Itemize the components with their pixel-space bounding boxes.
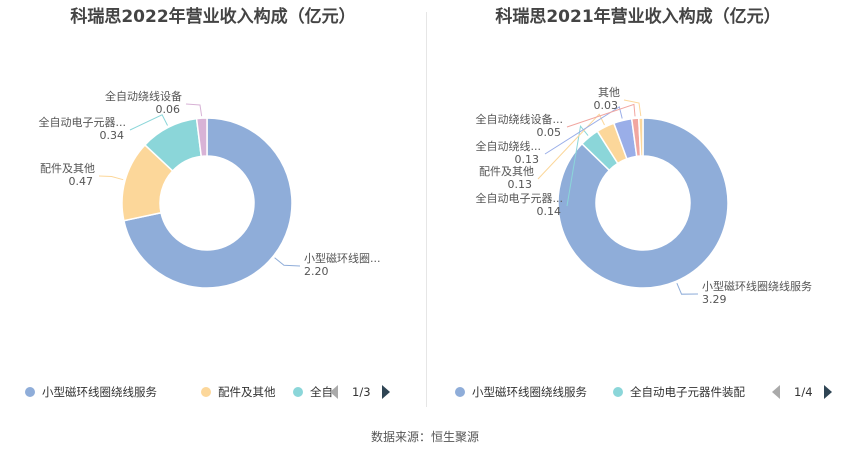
chart-title: 科瑞思2022年营业收入构成（亿元） — [70, 6, 355, 27]
legend-2022: 小型磁环线圈绕线服务 配件及其他 全自 1/3 — [25, 385, 390, 399]
label-leader-line — [544, 106, 623, 155]
label-leader-line — [566, 103, 636, 128]
legend-marker — [455, 387, 465, 397]
slice-label: 全自动绕线... — [476, 139, 542, 153]
slice-label: 全自动绕线设备 — [105, 89, 182, 103]
label-leader-line — [129, 114, 168, 131]
slice-labels-2021: 小型磁环线圈绕线服务3.29全自动电子元器...0.14配件及其他0.13全自动… — [476, 86, 813, 306]
slice-value-label: 2.20 — [304, 265, 329, 278]
slice-value-label: 0.06 — [156, 103, 181, 116]
slice-value-label: 0.05 — [537, 126, 562, 139]
legend-marker — [613, 387, 623, 397]
label-leader-line — [676, 282, 699, 295]
legend-prev-icon[interactable] — [772, 385, 780, 399]
slice-label: 小型磁环线圈... — [304, 251, 381, 265]
slice-value-label: 3.29 — [702, 293, 727, 306]
legend-item-label[interactable]: 全自动电子元器件装配 — [630, 385, 745, 399]
legend-page-indicator: 1/3 — [352, 385, 371, 399]
donut-2021 — [557, 117, 729, 289]
panel-divider — [426, 12, 427, 407]
slice-label: 配件及其他 — [479, 165, 534, 178]
label-leader-line — [566, 125, 589, 207]
legend-item-label[interactable]: 小型磁环线圈绕线服务 — [472, 385, 587, 399]
chart-title: 科瑞思2021年营业收入构成（亿元） — [495, 6, 780, 27]
legend-next-icon[interactable] — [382, 385, 390, 399]
donut-slice — [637, 117, 644, 157]
chart-2021: 科瑞思2021年营业收入构成（亿元） 小型磁环线圈绕线服务3.29全自动电子元器… — [455, 6, 832, 399]
slice-value-label: 0.14 — [537, 205, 562, 218]
legend-2021: 小型磁环线圈绕线服务 全自动电子元器件装配 1/4 — [455, 385, 832, 399]
slice-label: 全自动绕线设备... — [476, 112, 564, 126]
label-leader-line — [623, 99, 642, 117]
donut-slice — [557, 117, 729, 289]
legend-item-label[interactable]: 小型磁环线圈绕线服务 — [42, 385, 157, 399]
legend-next-icon[interactable] — [824, 385, 832, 399]
slice-label: 全自动电子元器... — [476, 191, 564, 205]
legend-page-indicator: 1/4 — [794, 385, 813, 399]
legend-marker — [201, 387, 211, 397]
legend-item-label[interactable]: 配件及其他 — [218, 385, 276, 399]
label-leader-line — [274, 257, 301, 267]
donut-slice — [195, 117, 208, 158]
slice-label: 其他 — [598, 86, 620, 99]
slice-value-label: 0.13 — [508, 178, 533, 191]
slice-value-label: 0.47 — [69, 175, 94, 188]
label-leader-line — [98, 175, 124, 181]
legend-item-label[interactable]: 全自 — [310, 385, 333, 399]
slice-label: 配件及其他 — [40, 162, 95, 175]
slice-label: 小型磁环线圈绕线服务 — [702, 279, 812, 293]
data-source: 数据来源：恒生聚源 — [370, 430, 479, 444]
chart-2022: 科瑞思2022年营业收入构成（亿元） 小型磁环线圈...2.20配件及其他0.4… — [25, 6, 390, 399]
slice-value-label: 0.34 — [100, 129, 125, 142]
donut-2022 — [121, 117, 293, 289]
donut-slice — [122, 117, 293, 289]
slice-label: 全自动电子元器... — [39, 115, 127, 129]
label-leader-line — [185, 103, 203, 117]
legend-marker — [25, 387, 35, 397]
label-leader-line — [537, 113, 605, 180]
slice-value-label: 0.03 — [594, 99, 619, 112]
slice-value-label: 0.13 — [515, 153, 540, 166]
legend-prev-icon[interactable] — [330, 385, 338, 399]
legend-marker — [293, 387, 303, 397]
